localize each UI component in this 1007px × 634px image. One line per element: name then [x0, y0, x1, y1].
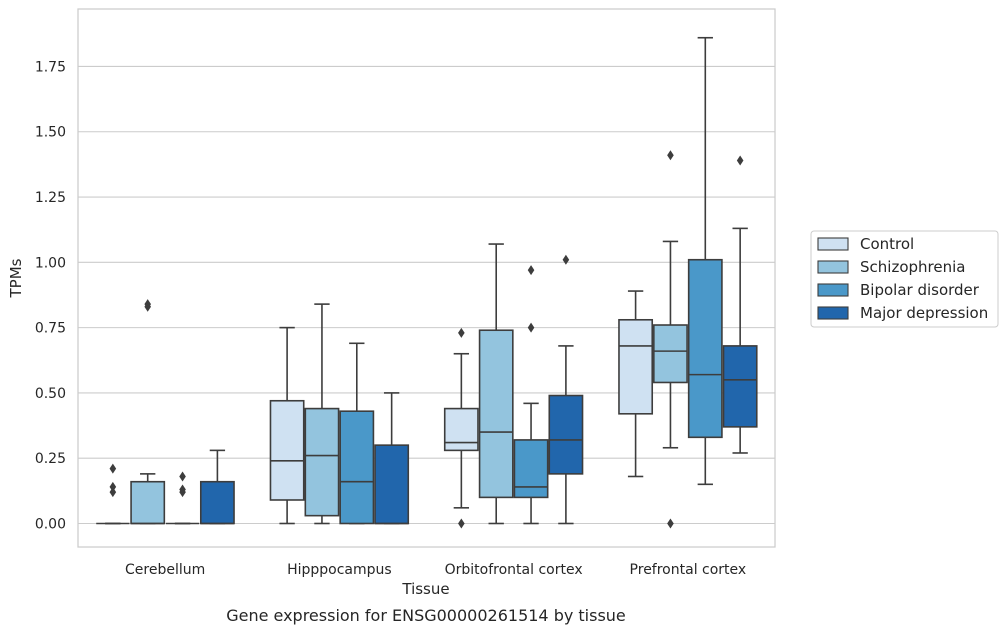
outlier-point [144, 301, 151, 312]
legend: Control Schizophrenia Bipolar disorder Majo… [810, 230, 999, 328]
boxes [96, 36, 758, 529]
box-schizophrenia [304, 303, 340, 525]
category-group [618, 36, 758, 529]
x-tick-label: Prefrontal cortex [630, 562, 747, 578]
y-tick-label: 1.75 [35, 59, 66, 75]
legend-swatch [817, 283, 849, 297]
legend-label: Schizophrenia [860, 258, 965, 276]
iqr-box [304, 407, 340, 517]
legend-swatch [817, 260, 849, 274]
iqr-box [269, 399, 305, 501]
x-tick-label: Hipppocampus [287, 562, 392, 578]
box-bipolar-disorder [165, 471, 200, 525]
box-control [269, 326, 305, 525]
iqr-box [478, 329, 514, 499]
x-axis-title: Tissue [401, 580, 449, 598]
outlier-point [458, 327, 465, 338]
chart-caption: Gene expression for ENSG00000261514 by t… [226, 606, 626, 625]
y-tick-label: 1.25 [35, 190, 66, 206]
box-bipolar-disorder [513, 265, 549, 525]
iqr-box [443, 407, 479, 452]
y-tick-label: 1.50 [35, 125, 66, 141]
outlier-point [527, 322, 535, 333]
box-control [618, 290, 654, 478]
legend-swatch [817, 237, 849, 251]
box-control [443, 327, 479, 529]
category-group [96, 299, 235, 525]
iqr-box [548, 394, 584, 475]
y-axis-title: TPMs [7, 258, 25, 298]
box-schizophrenia [478, 243, 514, 525]
outlier-point [179, 471, 186, 482]
outlier-point [562, 254, 570, 265]
y-tick-labels: 0.00 0.25 0.50 0.75 1.00 1.25 1.50 1.75 [35, 59, 66, 532]
box-bipolar-disorder [339, 342, 375, 525]
iqr-box [653, 324, 688, 384]
box-control [96, 463, 130, 525]
outlier-point [109, 481, 117, 492]
outlier-point [667, 150, 674, 161]
iqr-box [513, 439, 549, 499]
iqr-box [339, 410, 375, 525]
y-tick-label: 0.75 [35, 321, 66, 337]
iqr-box [199, 480, 235, 525]
box-major-depression [374, 392, 410, 525]
box-major-depression [722, 155, 758, 454]
iqr-box [722, 345, 758, 428]
x-tick-label: Orbitofrontal cortex [445, 562, 583, 578]
outlier-point [109, 487, 117, 498]
box-major-depression [548, 254, 584, 525]
category-group [269, 303, 410, 525]
outlier-point [667, 518, 674, 529]
iqr-box [687, 258, 723, 439]
x-tick-labels: Cerebellum Hipppocampus Orbitofrontal cort… [125, 562, 746, 578]
legend-label: Bipolar disorder [860, 281, 980, 299]
x-tick-label: Cerebellum [125, 562, 205, 578]
y-tick-label: 1.00 [35, 255, 66, 271]
y-tick-label: 0.50 [35, 386, 66, 402]
outlier-point [458, 518, 465, 529]
box-schizophrenia [653, 150, 688, 529]
iqr-box [374, 444, 410, 525]
outlier-point [736, 155, 744, 166]
category-group [443, 243, 584, 529]
outlier-point [179, 487, 186, 498]
iqr-box [130, 480, 166, 525]
plot-frame [77, 8, 776, 548]
iqr-box [618, 318, 654, 415]
y-tick-label: 0.25 [35, 451, 66, 467]
box-schizophrenia [130, 299, 166, 525]
gridlines [78, 65, 775, 525]
legend-frame [810, 230, 999, 328]
legend-swatch [817, 306, 849, 320]
box-major-depression [199, 449, 235, 525]
y-tick-label: 0.00 [35, 516, 66, 532]
box-bipolar-disorder [687, 36, 723, 486]
outlier-point [109, 463, 117, 474]
legend-label: Control [860, 235, 914, 253]
legend-label: Major depression [860, 304, 988, 322]
outlier-point [527, 265, 535, 276]
